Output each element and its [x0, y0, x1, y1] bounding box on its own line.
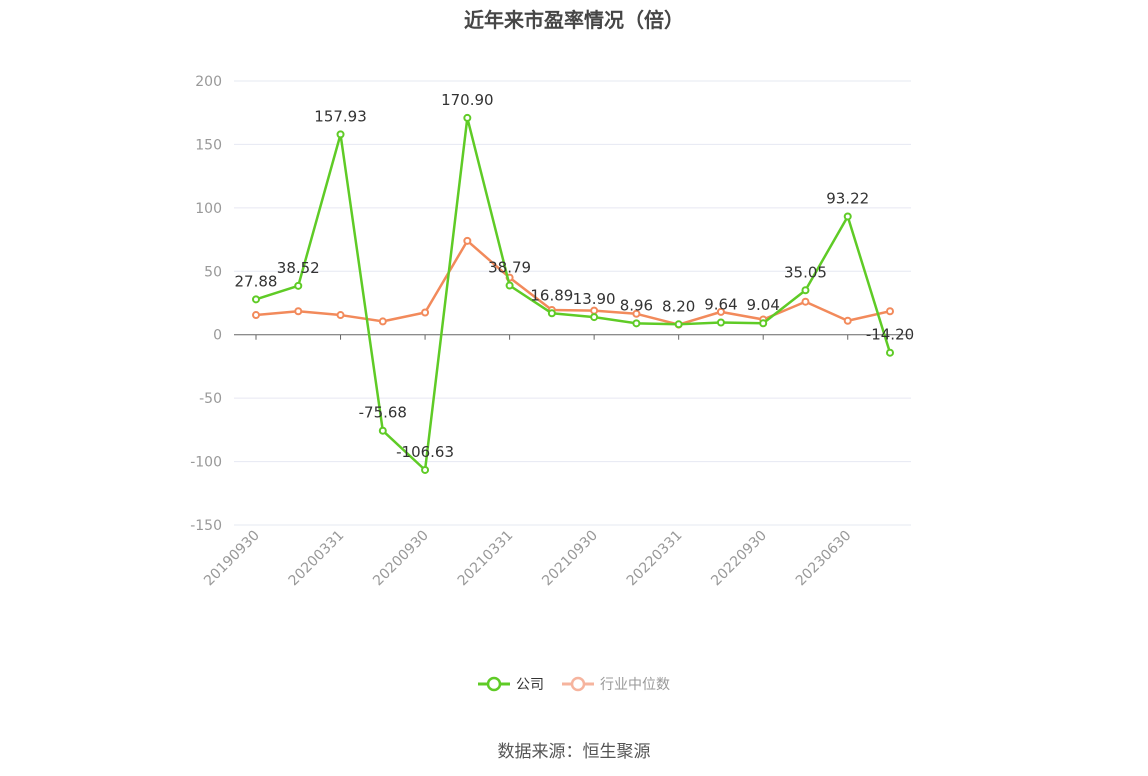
legend: 公司 行业中位数	[0, 674, 1148, 694]
company-point	[886, 348, 894, 357]
x-tick-label: 20200930	[370, 528, 432, 590]
industry-point	[590, 306, 599, 315]
y-tick-label: -100	[190, 455, 222, 471]
company-point	[716, 318, 725, 327]
industry-point	[252, 311, 260, 320]
data-label: 27.88	[235, 272, 278, 290]
x-tick-label: 20210331	[455, 528, 517, 590]
legend-company-icon	[478, 676, 510, 692]
industry-point	[336, 311, 345, 320]
legend-item-industry[interactable]: 行业中位数	[562, 674, 670, 694]
industry-point	[843, 316, 852, 325]
industry-point	[463, 236, 472, 245]
data-label: 157.93	[314, 107, 367, 125]
company-point	[378, 426, 387, 435]
industry-point	[421, 308, 430, 317]
data-label: 9.64	[704, 295, 737, 313]
company-point	[294, 281, 303, 290]
legend-industry-label: 行业中位数	[600, 677, 670, 693]
company-point	[336, 130, 345, 139]
grid-layer	[234, 80, 911, 526]
data-label: 8.96	[620, 296, 653, 314]
x-tick-label: 20220930	[708, 528, 770, 590]
company-point	[421, 465, 430, 474]
company-point	[632, 319, 641, 328]
y-tick-label: -50	[199, 391, 222, 407]
legend-item-company[interactable]: 公司	[478, 674, 544, 694]
data-label: -14.20	[866, 326, 914, 344]
y-tick-label: 0	[213, 328, 222, 344]
x-tick-label: 20210930	[539, 528, 601, 590]
company-point	[801, 286, 810, 295]
data-label: 16.89	[530, 286, 573, 304]
company-point	[759, 319, 768, 328]
x-tick-label: 20200331	[286, 528, 348, 590]
data-label: 93.22	[826, 189, 869, 207]
company-point	[463, 113, 472, 122]
legend-industry-icon	[562, 676, 594, 692]
x-tick-label: 20220331	[624, 528, 686, 590]
company-point	[547, 309, 556, 318]
data-label: -106.63	[396, 443, 454, 461]
industry-point	[886, 307, 894, 316]
company-point	[843, 212, 852, 221]
data-label: 13.90	[573, 290, 616, 308]
data-label: 38.52	[277, 259, 320, 277]
industry-point	[294, 307, 303, 316]
x-tick-label: 20230630	[793, 528, 855, 590]
x-tick-label: 20190930	[201, 528, 263, 590]
data-label: 8.20	[662, 297, 695, 315]
company-point	[505, 281, 514, 290]
data-source: 数据来源：恒生聚源	[497, 742, 651, 762]
industry-point	[801, 297, 810, 306]
company-point	[252, 295, 260, 304]
y-tick-label: 200	[195, 74, 222, 90]
company-point	[674, 320, 683, 329]
industry-point	[378, 317, 387, 326]
industry-line	[255, 239, 891, 326]
y-tick-label: 150	[195, 137, 222, 153]
data-label: 9.04	[746, 296, 779, 314]
y-tick-label: 50	[204, 264, 222, 280]
legend-company-label: 公司	[516, 677, 544, 693]
y-tick-label: -150	[190, 518, 222, 534]
company-point	[590, 313, 599, 322]
data-label: 35.05	[784, 263, 827, 281]
data-label: 38.79	[488, 259, 531, 277]
data-label: -75.68	[359, 404, 407, 422]
y-tick-label: 100	[195, 201, 222, 217]
industry-point	[632, 309, 641, 318]
series-layer	[252, 113, 894, 474]
chart-title: 近年来市盈率情况（倍）	[464, 8, 684, 32]
industry-point	[716, 307, 725, 316]
company-line	[255, 116, 892, 472]
data-label: 170.90	[441, 91, 494, 109]
